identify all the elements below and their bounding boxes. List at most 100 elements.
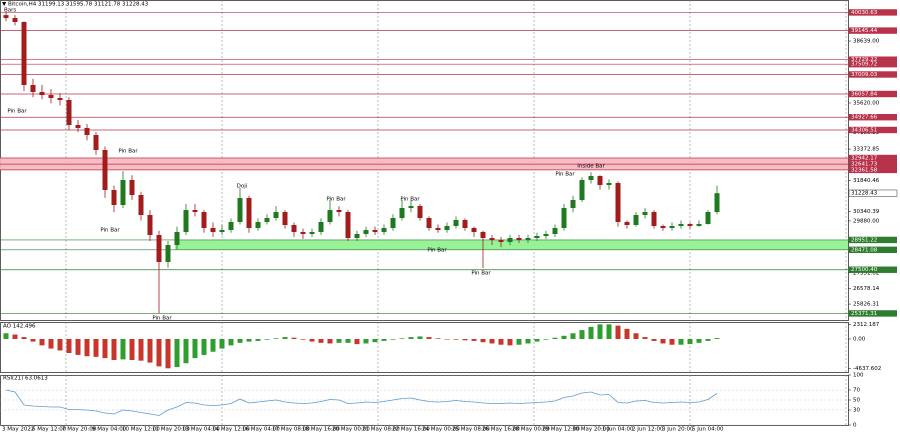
candle-body: [624, 221, 630, 226]
candle-body: [498, 240, 504, 242]
ao-bar: [588, 326, 594, 339]
candle-body: [678, 224, 684, 226]
ao-bar: [597, 324, 603, 339]
level-label: 34927.66: [851, 115, 878, 121]
y-tick-label: 100: [853, 373, 864, 379]
level-label: 37509.72: [851, 62, 877, 68]
ao-bar: [507, 339, 513, 346]
x-tick-label: 24 May 00:00: [422, 427, 460, 433]
current-price: 31228.43: [851, 191, 878, 197]
level-label: 40030.63: [851, 10, 878, 16]
x-tick-label: 2 Jun 12:00: [632, 427, 664, 433]
candle-body: [363, 230, 369, 235]
ao-bar: [111, 339, 117, 361]
pattern-label: Doji: [237, 184, 248, 190]
ao-bar: [255, 339, 261, 341]
candle-body: [57, 98, 63, 100]
candle-body: [48, 95, 54, 99]
ao-title: AO 142.496: [3, 324, 36, 330]
pattern-label: Pin Bar: [471, 271, 491, 277]
y-tick-label: 25826.31: [853, 302, 879, 308]
y-tick-label: 31840.46: [853, 178, 880, 184]
ao-bar: [453, 339, 459, 340]
candle-body: [462, 220, 468, 229]
ao-bar: [642, 337, 648, 339]
x-tick-label: 7 May 20:00: [62, 427, 97, 433]
candle-body: [354, 234, 360, 239]
pattern-label: Pin Bar: [7, 109, 27, 115]
y-tick-label: 35620.00: [853, 100, 880, 106]
ao-bar: [363, 339, 369, 344]
ao-bar: [3, 333, 9, 339]
candle-body: [534, 235, 540, 239]
candle-body: [84, 128, 90, 136]
ao-bar: [444, 339, 450, 340]
ao-bar: [201, 339, 207, 355]
candle-body: [489, 238, 495, 240]
candle-body: [408, 205, 414, 209]
ao-bar: [93, 339, 99, 357]
candle-body: [417, 205, 423, 219]
candle-body: [246, 198, 252, 229]
x-tick-label: 3 Jun 20:00: [662, 427, 694, 433]
x-tick-label: 20 May 00:00: [332, 427, 370, 433]
ao-bar: [246, 339, 252, 342]
candle-body: [597, 175, 603, 186]
chart-mode: Bars: [4, 8, 16, 14]
pattern-label: Pin Bar: [152, 316, 172, 322]
x-tick-label: 16 May 04:00: [242, 427, 280, 433]
candle-body: [309, 231, 315, 235]
candle-body: [129, 180, 135, 196]
pattern-label: Pin Bar: [427, 248, 447, 254]
ao-bar: [669, 339, 675, 345]
ao-bar: [156, 339, 162, 367]
pattern-label: Pin Bar: [400, 197, 420, 203]
candle-body: [561, 208, 567, 229]
candle-body: [93, 135, 99, 150]
x-tick-label: 21 May 08:00: [362, 427, 400, 433]
candle-body: [552, 228, 558, 235]
ao-bar: [462, 339, 468, 341]
y-tick-label: 33372.85: [853, 147, 880, 153]
candle-body: [138, 195, 144, 216]
level-tag: [849, 27, 897, 34]
ao-bar: [273, 338, 279, 339]
candle-body: [120, 180, 126, 206]
ao-bar: [183, 339, 189, 364]
level-label: 32361.58: [851, 167, 878, 173]
candle-body: [102, 150, 108, 190]
level-tag: [849, 266, 897, 273]
ao-bar: [714, 338, 720, 339]
ao-bar: [39, 339, 45, 346]
ao-bar: [228, 339, 234, 346]
y-tick-label: 29880.00: [853, 218, 880, 224]
x-tick-label: 3 May 2022: [2, 427, 34, 433]
ao-bar: [381, 339, 387, 341]
rsi-title: RSI(21) 63.0613: [3, 376, 48, 382]
ao-bar: [75, 339, 81, 355]
x-tick-label: 9 May 04:00: [92, 427, 127, 433]
rsi-line: [5, 389, 718, 416]
y-tick-label: 2312.187: [853, 322, 880, 328]
x-tick-label: 25 May 08:00: [452, 427, 490, 433]
candle-body: [642, 212, 648, 216]
x-tick-label: 18 May 16:00: [302, 427, 340, 433]
ao-bar: [237, 339, 243, 343]
candle-body: [669, 225, 675, 229]
ao-bar: [489, 339, 495, 344]
price-zone: [175, 239, 848, 250]
candle-body: [291, 225, 297, 232]
ao-bar: [66, 339, 72, 354]
level-label: 28951.22: [851, 237, 877, 243]
ao-bar: [372, 339, 378, 343]
candle-body: [471, 228, 477, 232]
symbol-header: ▼ Bitcoin,H4 31199.13 31595.78 31121.78 …: [2, 2, 149, 8]
candle-body: [381, 228, 387, 232]
ao-bar: [219, 339, 225, 349]
panel-frame: [0, 375, 849, 426]
pattern-label: Inside Bar: [577, 164, 605, 170]
y-tick-label: 0.00: [853, 337, 866, 343]
ao-bar: [471, 339, 477, 341]
pattern-label: Pin Bar: [118, 149, 138, 155]
candle-body: [264, 218, 270, 222]
